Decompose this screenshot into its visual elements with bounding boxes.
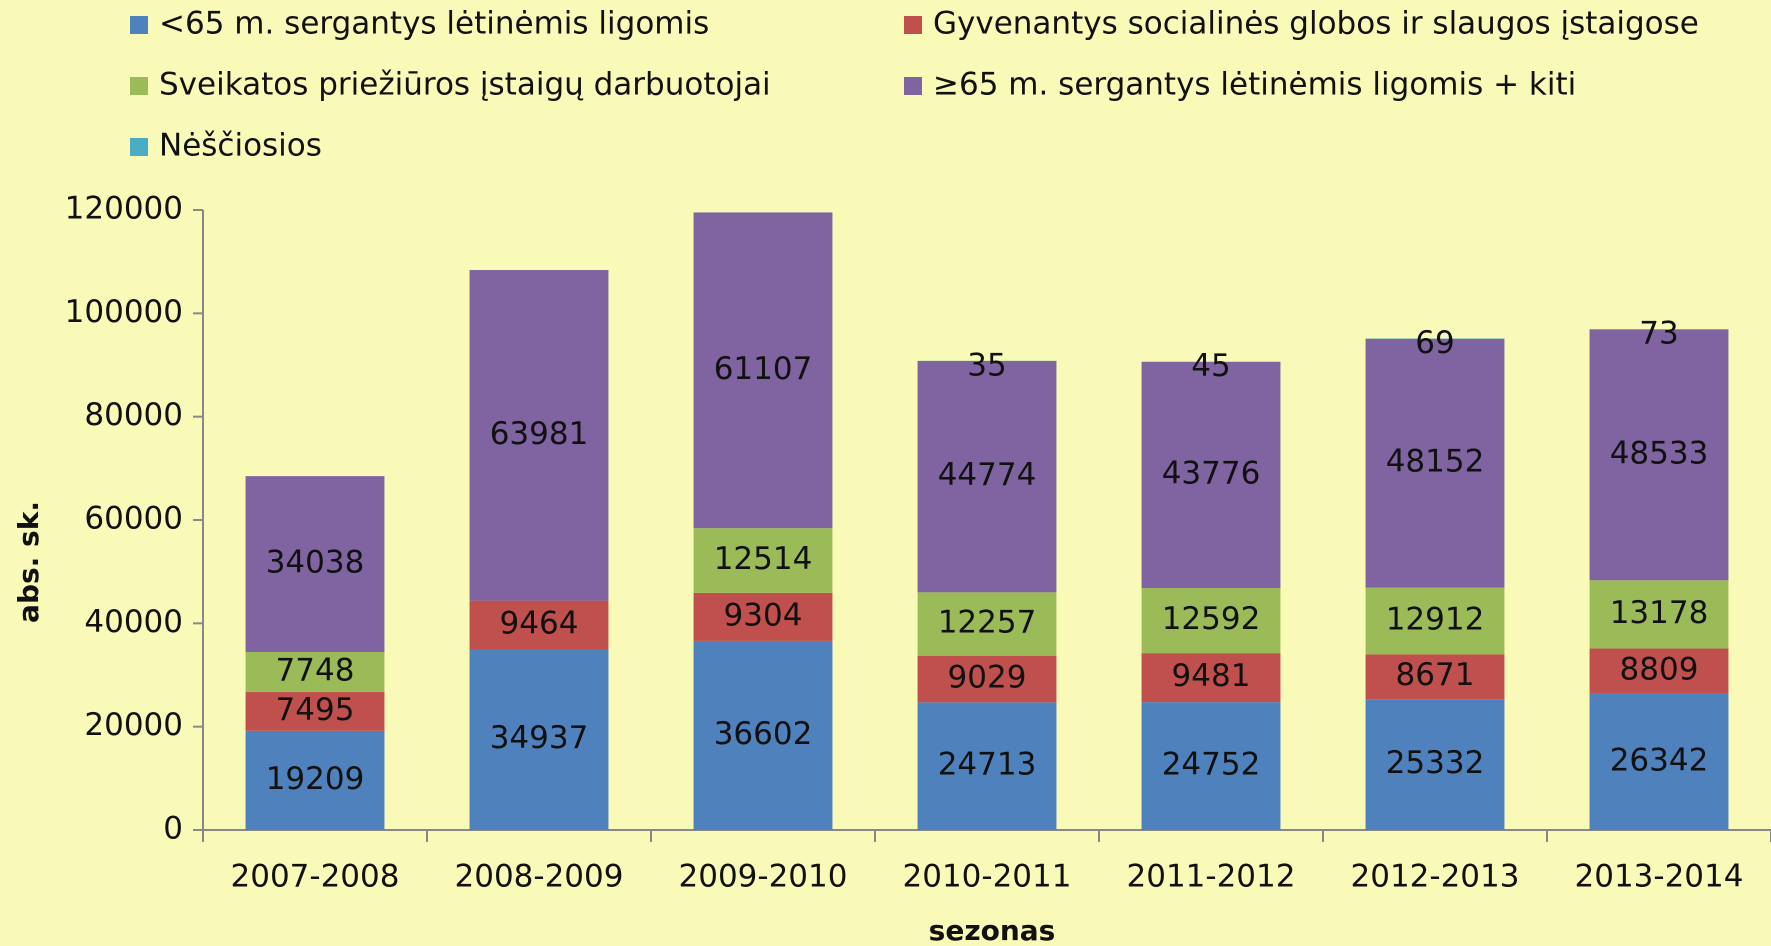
legend-swatch [130, 138, 148, 156]
bar-segment [693, 640, 833, 830]
y-tick-label: 60000 [84, 501, 183, 537]
x-tick-label: 2009-2010 [679, 859, 848, 895]
y-tick-label: 80000 [84, 397, 183, 433]
data-label: 69 [1415, 325, 1454, 361]
y-tick-label: 20000 [84, 707, 183, 743]
data-label: 13178 [1610, 595, 1709, 631]
x-tick-label: 2010-2011 [903, 859, 1072, 895]
bar-segment [1589, 693, 1729, 830]
x-axis-title: sezonas [929, 914, 1056, 946]
x-tick-label: 2008-2009 [455, 859, 624, 895]
data-label: 9304 [724, 597, 803, 633]
legend-label: Sveikatos priežiūros įstaigų darbuotojai [159, 67, 771, 103]
data-label: 63981 [490, 416, 589, 452]
data-label: 45 [1191, 348, 1230, 384]
data-label: 61107 [714, 351, 813, 387]
legend-label: Nėščiosios [159, 128, 322, 164]
data-label: 34038 [266, 545, 365, 581]
bar-segment [917, 702, 1057, 830]
y-tick-label: 100000 [65, 294, 183, 330]
bar-segment [469, 270, 609, 601]
x-tick-label: 2011-2012 [1127, 859, 1296, 895]
bar-segment [1365, 587, 1505, 655]
bar-segment [245, 651, 385, 693]
bar-segment [1365, 699, 1505, 830]
data-label: 73 [1639, 316, 1678, 352]
bar-segment [469, 600, 609, 650]
bar-segment [1141, 588, 1281, 654]
data-label: 35 [967, 347, 1006, 383]
bar-segment [693, 528, 833, 593]
data-label: 43776 [1162, 455, 1261, 491]
data-label: 12514 [714, 541, 813, 577]
bar-segment [1141, 653, 1281, 703]
bar-segment [245, 730, 385, 830]
y-tick-label: 0 [163, 811, 183, 847]
bar-segment [917, 592, 1057, 656]
bar-segment [1141, 361, 1281, 589]
y-tick-label: 120000 [65, 191, 183, 227]
bar-segment [917, 361, 1057, 593]
bar-segment [1589, 648, 1729, 694]
data-label: 12257 [938, 605, 1037, 641]
data-label: 25332 [1386, 745, 1485, 781]
bar-segment [1365, 654, 1505, 700]
bar-segment [245, 692, 385, 731]
data-label: 12592 [1162, 601, 1261, 637]
legend-swatch [130, 16, 148, 34]
data-label: 44774 [938, 457, 1037, 493]
bar-segment [693, 212, 833, 529]
data-label: 9464 [500, 606, 579, 642]
bar-segment [1365, 338, 1505, 588]
data-label: 36602 [714, 716, 813, 752]
x-tick-label: 2013-2014 [1575, 859, 1744, 895]
data-label: 8671 [1396, 657, 1475, 693]
legend-swatch [904, 16, 922, 34]
bar-segment [917, 655, 1057, 703]
data-label: 12912 [1386, 601, 1485, 637]
data-label: 24713 [938, 747, 1037, 783]
bar-segment [1589, 580, 1729, 649]
legend-label: Gyvenantys socialinės globos ir slaugos … [933, 6, 1699, 42]
legend-label: <65 m. sergantys lėtinėmis ligomis [159, 6, 709, 42]
x-tick-label: 2007-2008 [231, 859, 400, 895]
y-axis-title: abs. sk. [12, 501, 45, 623]
legend-swatch [130, 77, 148, 95]
bar-segment [245, 476, 385, 652]
y-tick-label: 40000 [84, 604, 183, 640]
data-label: 9481 [1172, 658, 1251, 694]
data-label: 9029 [948, 659, 1027, 695]
data-label: 24752 [1162, 747, 1261, 783]
x-tick-label: 2012-2013 [1351, 859, 1520, 895]
bar-segment [1589, 329, 1729, 581]
data-label: 19209 [266, 761, 365, 797]
data-label: 7495 [276, 692, 355, 728]
data-label: 26342 [1610, 742, 1709, 778]
bar-segment [693, 592, 833, 641]
data-label: 7748 [276, 653, 355, 689]
bar-segment [469, 649, 609, 830]
legend-swatch [904, 77, 922, 95]
data-label: 8809 [1620, 652, 1699, 688]
data-label: 48152 [1386, 444, 1485, 480]
legend-label: ≥65 m. sergantys lėtinėmis ligomis + kit… [933, 67, 1576, 103]
bar-segment [1141, 702, 1281, 830]
data-label: 34937 [490, 720, 589, 756]
data-label: 48533 [1610, 435, 1709, 471]
